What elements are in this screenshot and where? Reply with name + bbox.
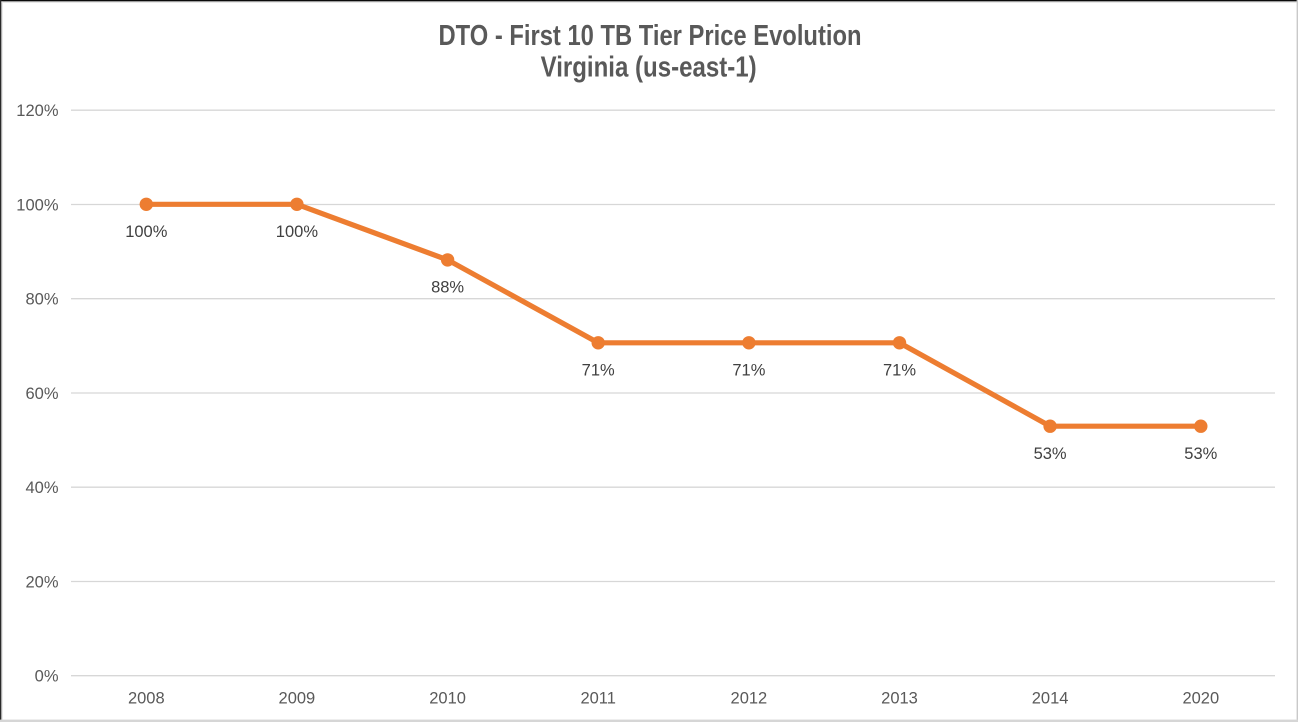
svg-text:2012: 2012 — [731, 690, 768, 708]
svg-text:2008: 2008 — [128, 690, 165, 708]
svg-text:2013: 2013 — [881, 690, 918, 708]
svg-text:2011: 2011 — [580, 690, 615, 708]
svg-text:88%: 88% — [431, 279, 464, 297]
svg-text:40%: 40% — [25, 479, 58, 497]
svg-text:71%: 71% — [582, 361, 615, 379]
svg-text:2020: 2020 — [1182, 690, 1219, 708]
svg-text:Virginia (us-east-1): Virginia (us-east-1) — [541, 52, 757, 84]
svg-text:0%: 0% — [35, 668, 59, 686]
svg-text:2014: 2014 — [1032, 690, 1069, 708]
svg-text:100%: 100% — [16, 196, 59, 214]
svg-text:80%: 80% — [25, 291, 58, 309]
svg-text:53%: 53% — [1184, 445, 1217, 463]
svg-text:100%: 100% — [125, 223, 168, 241]
svg-text:2010: 2010 — [429, 690, 466, 708]
svg-text:DTO - First 10 TB Tier Price E: DTO - First 10 TB Tier Price Evolution — [439, 20, 862, 52]
svg-text:2009: 2009 — [279, 690, 316, 708]
svg-text:71%: 71% — [883, 361, 916, 379]
svg-text:53%: 53% — [1034, 445, 1067, 463]
svg-text:20%: 20% — [25, 573, 58, 591]
svg-text:71%: 71% — [732, 361, 765, 379]
svg-text:60%: 60% — [25, 385, 58, 403]
svg-text:120%: 120% — [16, 102, 59, 120]
svg-text:100%: 100% — [276, 223, 319, 241]
